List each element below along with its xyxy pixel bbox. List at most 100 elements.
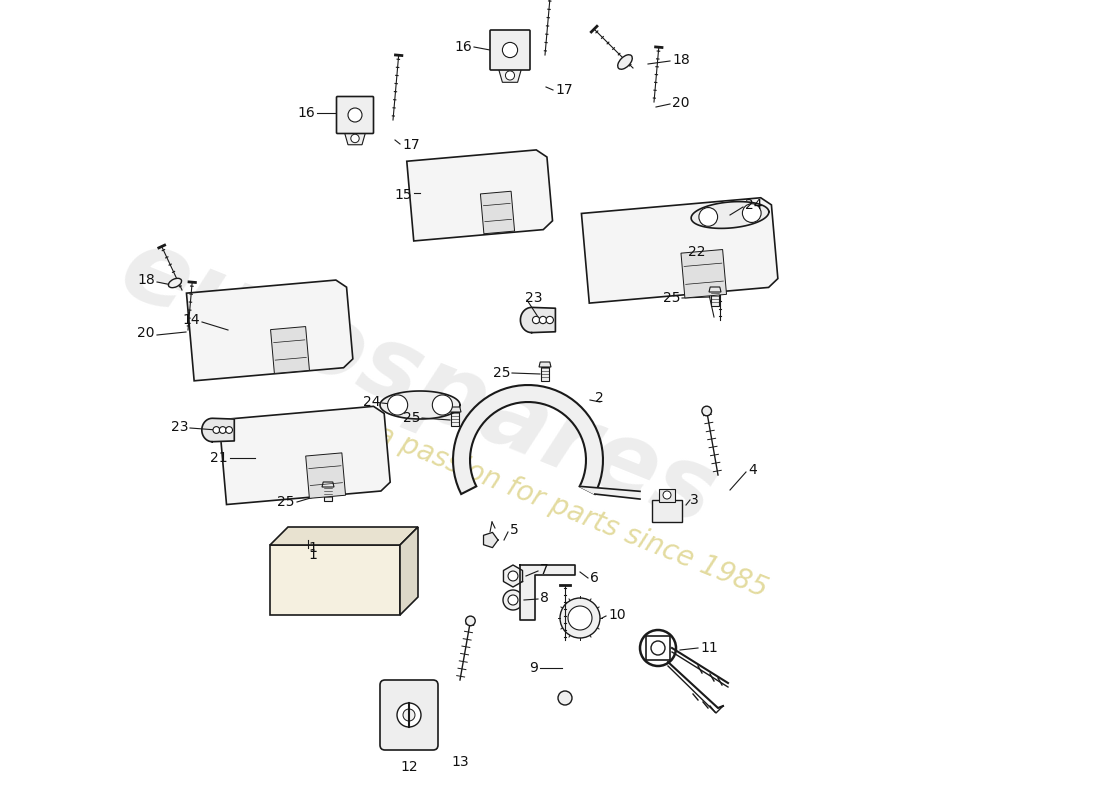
Text: 17: 17 [556,83,573,97]
Text: 24: 24 [745,198,762,212]
Circle shape [505,71,515,80]
Polygon shape [520,307,556,333]
Text: 8: 8 [540,591,549,605]
Circle shape [651,641,666,655]
Text: 12: 12 [400,760,418,774]
Circle shape [560,598,600,638]
Bar [711,292,719,306]
Text: 22: 22 [688,245,705,259]
Circle shape [698,207,717,226]
Polygon shape [484,532,498,548]
Text: 25: 25 [403,411,420,425]
Polygon shape [520,565,575,620]
Polygon shape [306,453,345,498]
Bar [646,636,670,660]
Polygon shape [219,406,390,505]
Circle shape [663,491,671,499]
Circle shape [547,316,553,324]
Circle shape [742,204,761,222]
Circle shape [702,406,712,416]
FancyBboxPatch shape [337,97,374,134]
Polygon shape [270,527,418,545]
FancyBboxPatch shape [490,30,530,70]
Text: 4: 4 [748,463,757,477]
Text: 25: 25 [662,291,680,305]
Text: 5: 5 [510,523,519,537]
Text: 21: 21 [210,451,228,465]
Polygon shape [271,326,309,374]
Text: 25: 25 [493,366,510,380]
Polygon shape [344,133,365,145]
Polygon shape [201,418,234,442]
Text: 6: 6 [590,571,598,585]
Circle shape [348,108,362,122]
Bar [451,412,459,426]
Polygon shape [582,198,778,303]
Polygon shape [187,280,353,381]
Polygon shape [681,250,726,298]
Ellipse shape [618,54,632,70]
Polygon shape [270,545,400,615]
Text: 16: 16 [297,106,315,120]
Polygon shape [580,486,640,499]
Polygon shape [407,150,552,241]
Circle shape [403,709,415,721]
Polygon shape [498,69,521,82]
Text: 11: 11 [700,641,717,655]
Circle shape [539,316,547,324]
Circle shape [503,42,518,58]
Circle shape [568,606,592,630]
Circle shape [213,426,220,434]
Text: 20: 20 [672,96,690,110]
Polygon shape [449,407,461,412]
Text: 24: 24 [363,395,379,409]
Polygon shape [379,391,460,419]
Circle shape [465,616,475,626]
Polygon shape [539,362,551,367]
Polygon shape [400,527,418,615]
Circle shape [219,426,227,434]
Text: 23: 23 [170,420,188,434]
Text: 18: 18 [138,273,155,287]
Text: a passion for parts since 1985: a passion for parts since 1985 [372,421,772,603]
Text: 25: 25 [277,495,295,509]
Circle shape [351,134,360,142]
Polygon shape [504,565,522,587]
Polygon shape [481,191,515,234]
Circle shape [503,590,522,610]
Polygon shape [691,202,769,228]
Bar [541,367,549,381]
Text: 1: 1 [308,541,317,555]
Circle shape [397,703,421,727]
Circle shape [508,595,518,605]
Text: 16: 16 [454,40,472,54]
Polygon shape [710,287,720,292]
Text: 3: 3 [690,493,698,507]
Text: eurospares: eurospares [107,221,729,547]
Circle shape [532,316,540,324]
Polygon shape [453,385,603,494]
Text: 14: 14 [183,313,200,327]
Text: 17: 17 [402,138,419,152]
Text: 2: 2 [595,391,604,405]
Text: 20: 20 [138,326,155,340]
Circle shape [558,691,572,705]
Text: 23: 23 [525,291,542,305]
Polygon shape [322,482,334,487]
Bar [652,500,682,522]
Text: 1: 1 [308,548,317,562]
Text: 13: 13 [451,755,469,769]
Circle shape [387,395,408,415]
Text: 10: 10 [608,608,626,622]
Bar [659,489,675,502]
Text: 18: 18 [672,53,690,67]
Circle shape [432,395,452,415]
Circle shape [508,571,518,581]
Text: 7: 7 [540,563,549,577]
Bar [324,487,332,501]
Text: 15: 15 [395,188,412,202]
Text: 9: 9 [529,661,538,675]
Ellipse shape [168,278,182,288]
FancyBboxPatch shape [379,680,438,750]
Circle shape [226,426,232,434]
